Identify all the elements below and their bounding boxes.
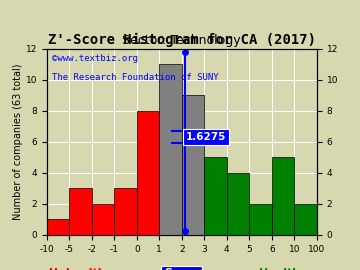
Bar <box>69 188 92 235</box>
Bar <box>227 173 249 235</box>
Bar <box>114 188 137 235</box>
Bar <box>92 204 114 235</box>
Bar <box>159 64 182 235</box>
Text: Sector: Technology: Sector: Technology <box>122 34 241 47</box>
Text: 1.6275: 1.6275 <box>186 132 226 142</box>
Text: Unhealthy: Unhealthy <box>49 268 112 270</box>
Title: Z'-Score Histogram for CA (2017): Z'-Score Histogram for CA (2017) <box>48 33 316 48</box>
Text: Healthy: Healthy <box>259 268 307 270</box>
Bar <box>47 219 69 235</box>
Bar <box>249 204 272 235</box>
Bar <box>137 111 159 235</box>
Text: The Research Foundation of SUNY: The Research Foundation of SUNY <box>52 73 219 82</box>
Y-axis label: Number of companies (63 total): Number of companies (63 total) <box>13 63 23 220</box>
Bar <box>272 157 294 235</box>
Bar <box>182 95 204 235</box>
Text: Score: Score <box>164 268 199 270</box>
Bar <box>204 157 227 235</box>
Text: ©www.textbiz.org: ©www.textbiz.org <box>52 54 138 63</box>
Bar <box>294 204 317 235</box>
